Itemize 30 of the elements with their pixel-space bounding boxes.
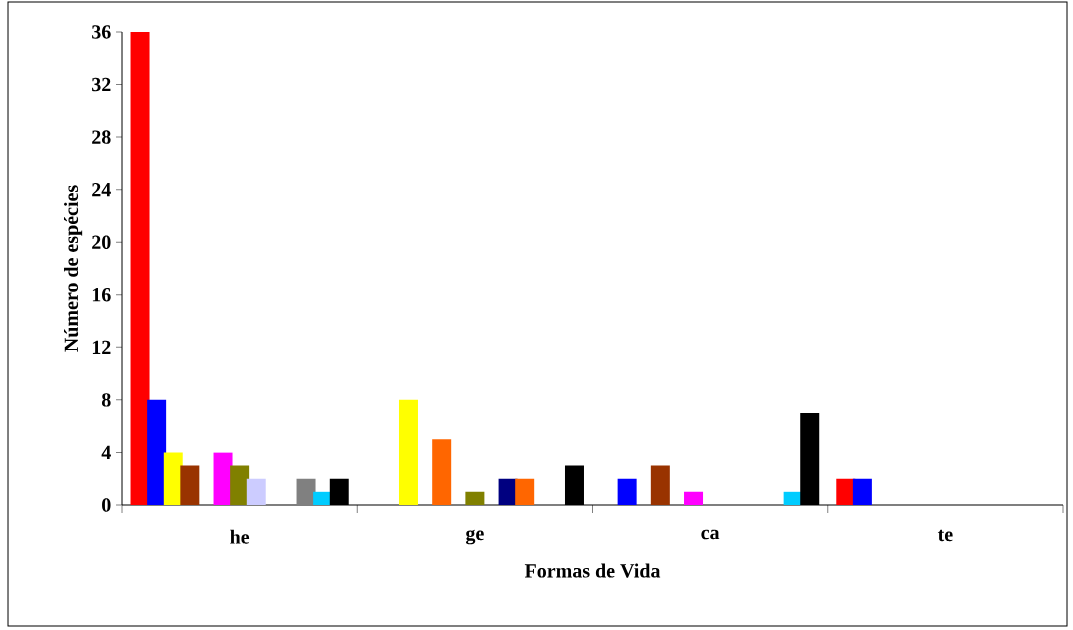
bar bbox=[180, 465, 200, 505]
y-axis-title: Número de espécies bbox=[64, 185, 83, 352]
bar bbox=[130, 31, 150, 505]
x-tick-label: te bbox=[937, 529, 953, 542]
x-axis-title: Formas de Vida bbox=[524, 563, 661, 578]
bar bbox=[296, 478, 316, 505]
y-tick-label: 8 bbox=[101, 393, 111, 407]
bar bbox=[398, 399, 418, 505]
x-tick-label: ge bbox=[465, 529, 484, 545]
bar bbox=[515, 478, 535, 505]
y-tick-label: 36 bbox=[92, 25, 111, 39]
bar bbox=[852, 478, 872, 505]
y-tick-label: 32 bbox=[92, 77, 111, 92]
bar bbox=[684, 491, 704, 505]
bar bbox=[246, 478, 266, 505]
y-tick-label: 12 bbox=[92, 340, 111, 354]
x-tick-label: he bbox=[230, 529, 250, 544]
bar bbox=[650, 465, 670, 505]
y-tick-label: 16 bbox=[92, 288, 111, 302]
bar bbox=[465, 491, 485, 505]
bar bbox=[147, 399, 167, 505]
bar bbox=[432, 439, 452, 505]
y-tick-label: 4 bbox=[101, 445, 111, 460]
y-tick-label: 0 bbox=[102, 498, 111, 512]
y-tick-label: 28 bbox=[92, 130, 111, 144]
y-tick-label: 24 bbox=[92, 183, 111, 197]
y-tick-label: 20 bbox=[92, 235, 111, 249]
bar bbox=[230, 465, 250, 505]
x-tick-label: ca bbox=[701, 529, 720, 540]
bar bbox=[617, 478, 637, 505]
